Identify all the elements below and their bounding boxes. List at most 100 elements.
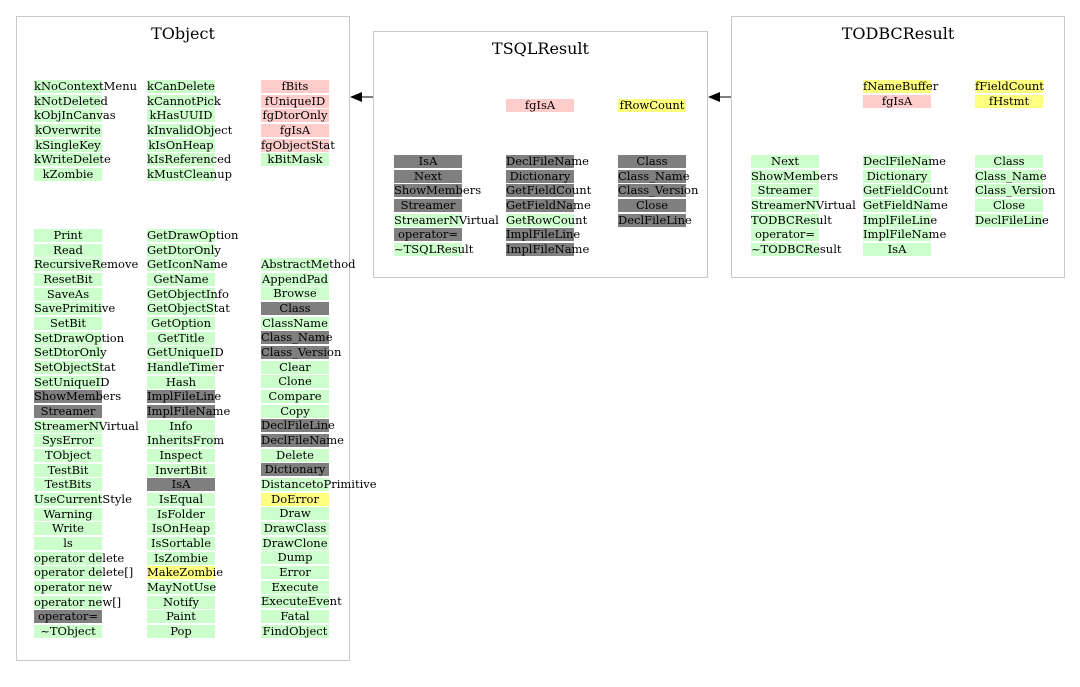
member-cell: GetFieldCount — [506, 183, 592, 198]
member-cell: GetFieldCount — [863, 183, 949, 198]
member-cell: Class_Name — [618, 168, 690, 183]
member-cell: ls — [34, 536, 102, 550]
member-cell: GetDtorOnly — [147, 242, 221, 257]
class-box-todbcresult: TODBCResult fNameBuffer fgIsA fFieldCount f… — [731, 16, 1065, 278]
member-cell: MakeZombie — [147, 565, 224, 580]
member-cell: ImplFileLine — [506, 227, 581, 242]
member-cell: GetFieldName — [506, 197, 591, 212]
member-cell: SysError — [34, 434, 102, 448]
class-title: TObject — [151, 24, 215, 43]
member-cell: Warning — [34, 507, 102, 521]
member-cell: Fatal — [261, 609, 329, 623]
member-cell: IsZombie — [147, 551, 215, 565]
member-cell: Next — [394, 169, 462, 183]
member-cell: IsEqual — [147, 492, 215, 506]
member-cell: kBitMask — [261, 153, 329, 167]
member-cell: Copy — [261, 404, 329, 418]
member-cell: kIsReferenced — [147, 152, 232, 167]
member-cell: IsA — [394, 155, 462, 168]
member-cell: ShowMembers — [34, 389, 122, 404]
member-cell: Notify — [147, 595, 215, 609]
member-cell: kInvalidObject — [147, 122, 233, 137]
member-cell: kNotDeleted — [34, 93, 108, 108]
member-cell: Clear — [261, 360, 329, 374]
member-cell: kOverwrite — [34, 122, 102, 137]
member-cell: Class_Version — [618, 183, 699, 198]
member-cell: Read — [34, 243, 102, 257]
member-cell: GetObjectInfo — [147, 286, 229, 301]
member-cell: Paint — [147, 610, 215, 624]
member-cell: MayNotUse — [147, 579, 217, 594]
member-cell: Draw — [261, 507, 329, 521]
member-cell: fRowCount — [618, 98, 686, 112]
class-title: TODBCResult — [841, 24, 955, 43]
member-cell: SetDrawOption — [34, 330, 125, 345]
class-box-tobject: TObject kNoContextMenu kNotDeleted kObjInC… — [16, 16, 377, 661]
member-cell: GetOption — [147, 316, 215, 330]
member-cell: kMustCleanup — [147, 166, 232, 181]
member-cell: InvertBit — [147, 463, 215, 477]
member-cell: ImplFileName — [147, 403, 231, 418]
member-cell: Browse — [261, 287, 329, 301]
member-cell: operator= — [34, 610, 102, 624]
member-cell: fNameBuffer — [863, 79, 939, 93]
member-cell: ShowMembers — [394, 183, 482, 198]
member-cell: SetDtorOnly — [34, 345, 107, 360]
member-cell: kCanDelete — [147, 79, 215, 93]
member-cell: fgObjectStat — [261, 137, 335, 152]
member-cell: kZombie — [34, 167, 102, 181]
member-cell: operator= — [394, 228, 462, 242]
member-cell: GetIconName — [147, 257, 228, 272]
member-cell: Class — [975, 155, 1043, 168]
member-cell: AppendPad — [261, 271, 329, 286]
member-cell: DrawClass — [261, 521, 329, 535]
member-cell: Dictionary — [863, 169, 931, 183]
member-cell: ImplFileLine — [147, 389, 222, 404]
member-cell: kIsOnHeap — [147, 137, 215, 152]
member-cell: Class — [618, 155, 686, 168]
member-cell: Streamer — [751, 184, 819, 198]
member-cell: TObject — [34, 448, 102, 462]
member-cell: GetFieldName — [863, 197, 948, 212]
member-cell: ShowMembers — [751, 168, 839, 183]
member-cell: fHstmt — [975, 94, 1043, 108]
member-cell: Dump — [261, 551, 329, 565]
member-cell: GetObjectStat — [147, 301, 230, 316]
member-cell: Error — [261, 565, 329, 579]
member-cell: SavePrimitive — [34, 301, 116, 316]
member-cell: DeclFileLine — [618, 212, 692, 227]
member-cell: Close — [975, 198, 1043, 212]
member-cell: Class_Version — [975, 183, 1056, 198]
member-cell: InheritsFrom — [147, 433, 225, 448]
arrow-todbcresult-to-tsqlresult — [708, 92, 731, 102]
member-cell: Dictionary — [261, 463, 329, 477]
member-cell: GetTitle — [147, 331, 215, 345]
member-cell: IsA — [863, 242, 931, 256]
member-cell: kWriteDelete — [34, 152, 111, 167]
member-cell: SetUniqueID — [34, 374, 110, 389]
member-cell: Delete — [261, 448, 329, 462]
member-cell: SaveAs — [34, 287, 102, 301]
member-cell: fBits — [261, 80, 329, 93]
member-cell: SetObjectStat — [34, 359, 116, 374]
member-cell: Streamer — [34, 404, 102, 418]
member-cell: kCannotPick — [147, 93, 221, 108]
member-cell: Class — [261, 301, 329, 315]
member-cell: Pop — [147, 624, 215, 638]
member-cell: Compare — [261, 389, 329, 403]
member-cell: Class_Version — [261, 344, 342, 359]
member-cell: operator new — [34, 579, 113, 594]
member-cell: DeclFileLine — [261, 418, 335, 433]
member-cell: kObjInCanvas — [34, 108, 116, 123]
member-cell: ~TObject — [34, 624, 102, 638]
member-cell: Class_Name — [975, 168, 1047, 183]
member-cell: ClassName — [261, 315, 329, 330]
member-cell: IsFolder — [147, 507, 215, 521]
member-cell: ImplFileName — [863, 227, 947, 242]
member-cell: DrawClone — [261, 535, 329, 550]
member-cell: Class_Name — [261, 330, 333, 345]
member-cell: FindObject — [261, 623, 329, 638]
class-box-tsqlresult: TSQLResult fgIsA fRowCount IsA Next ShowMemb… — [373, 31, 708, 278]
member-cell: operator delete — [34, 550, 125, 565]
member-cell: Clone — [261, 375, 329, 389]
